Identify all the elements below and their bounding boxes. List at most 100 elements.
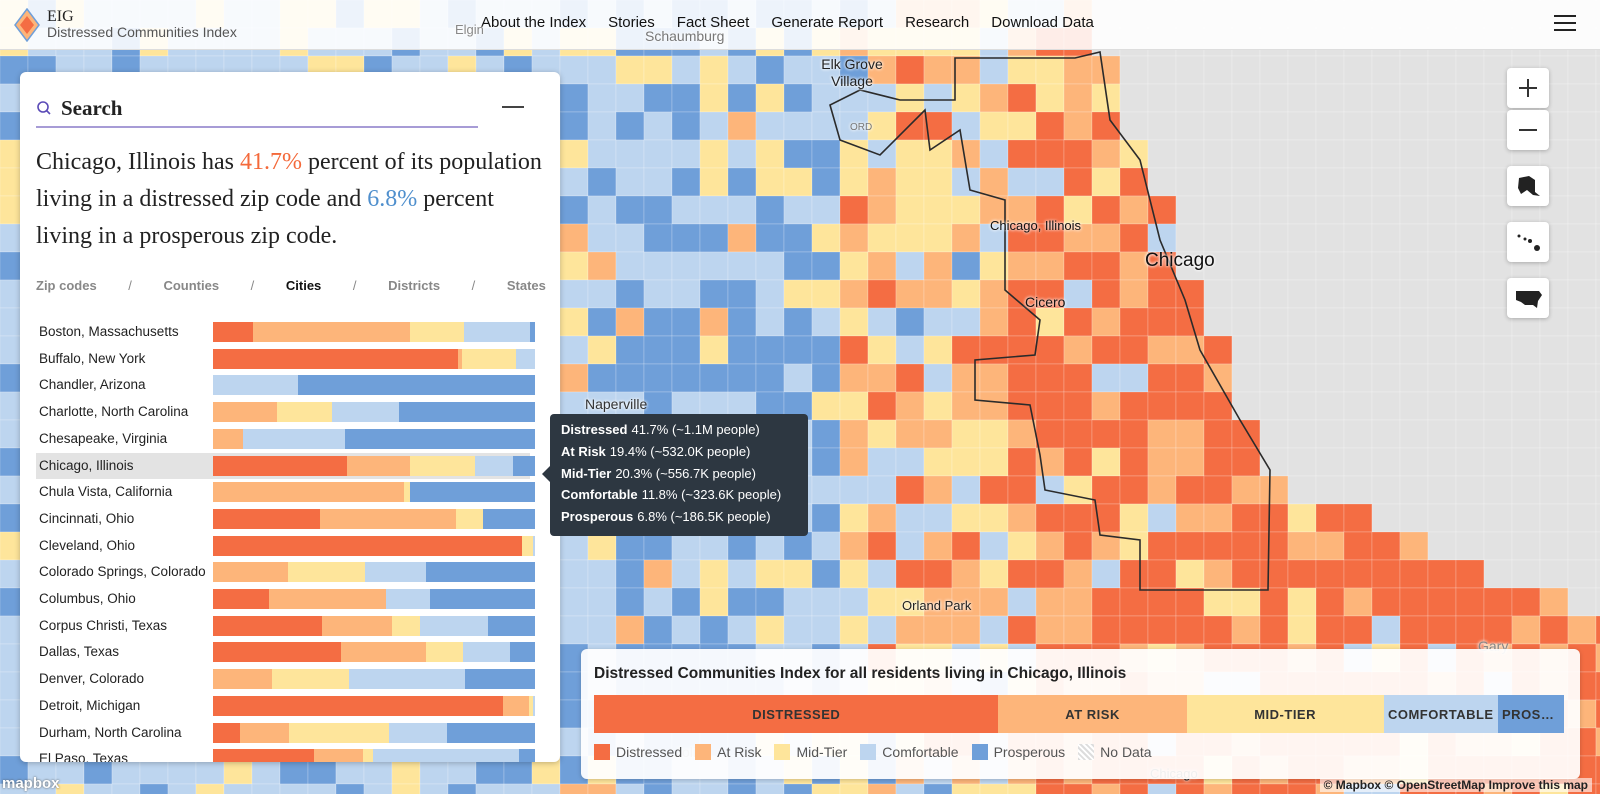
city-row[interactable]: Boston, Massachusetts [36,319,535,345]
map-area [1231,279,1261,309]
city-row[interactable]: Buffalo, New York [36,346,535,372]
improve-link[interactable]: Improve this map [1488,778,1588,792]
map-area [1091,335,1121,365]
city-row[interactable]: Chesapeake, Virginia [36,426,535,452]
city-row[interactable]: Corpus Christi, Texas [36,613,535,639]
map-area [727,531,757,561]
nav-link[interactable]: About the Index [481,14,587,31]
map-area [223,783,253,794]
map-area [1343,503,1373,533]
bar-segment [528,695,534,716]
mapbox-logo[interactable]: mapbox [2,775,60,792]
nav-link[interactable]: Fact Sheet [676,14,750,31]
city-row[interactable]: Durham, North Carolina [36,720,535,746]
tab[interactable]: Zip codes [36,278,97,293]
city-row[interactable]: Chicago, Illinois [36,452,535,479]
map-area [391,783,421,794]
tab[interactable]: Cities [285,278,322,293]
city-row[interactable]: Detroit, Michigan [36,693,535,719]
city-row[interactable]: Columbus, Ohio [36,586,535,612]
nav-link[interactable]: Stories [608,14,655,31]
map-area [1063,531,1093,561]
map-area [895,139,925,169]
city-row[interactable]: Denver, Colorado [36,666,535,692]
map-area [1063,223,1093,253]
legend-item: At Risk [695,744,761,760]
tab[interactable]: Districts [388,278,441,293]
search-box[interactable] [36,98,536,130]
tab[interactable]: Counties [163,278,220,293]
map-area [1203,531,1233,561]
map-area [643,363,673,393]
map-area [1007,335,1037,365]
city-row[interactable]: El Paso, Texas [36,746,535,762]
map-area [1119,111,1149,141]
map-area [839,419,869,449]
map-area [643,195,673,225]
logo[interactable]: EIG [47,8,74,25]
tooltip-label: Comfortable [561,487,638,503]
map-area [923,503,953,533]
nav-link[interactable]: Generate Report [771,14,884,31]
hawaii-button[interactable] [1507,222,1549,262]
headline-text: Chicago, Illinois has [36,149,240,175]
map-area [867,587,897,617]
map-area [1399,559,1429,589]
map-area [867,111,897,141]
bar-segment [213,669,273,690]
logo-subtitle: Distressed Communities Index [47,24,237,40]
map-area [615,167,645,197]
tooltip-value: 20.3% (~556.7K people) [615,465,756,481]
city-row[interactable]: Charlotte, North Carolina [36,399,535,425]
map-area [923,251,953,281]
map-area [699,783,729,794]
map-area [811,335,841,365]
alaska-button[interactable] [1507,166,1549,206]
map-area [1371,307,1401,337]
map-area [699,615,729,645]
map-area [1315,503,1345,533]
search-input[interactable]: Search [61,96,123,120]
map-area [1119,335,1149,365]
map-area [1007,559,1037,589]
city-row[interactable]: Cleveland, Ohio [36,533,535,559]
zoom-in[interactable] [1507,68,1549,108]
map-area [615,83,645,113]
city-row[interactable]: Dallas, Texas [36,639,535,665]
city-row[interactable]: Chandler, Arizona [36,372,535,398]
map-area [559,83,589,113]
nav-link[interactable]: Download Data [991,14,1094,31]
map-area [1203,307,1233,337]
us-button[interactable] [1507,278,1549,318]
map-area [867,615,897,645]
map-area [699,279,729,309]
city-row[interactable]: Cincinnati, Ohio [36,506,535,532]
map-area [643,139,673,169]
map-area [923,615,953,645]
zoom-out[interactable] [1507,110,1549,150]
bar-segment [252,322,411,342]
map-area [1595,111,1600,141]
map-area [755,139,785,169]
map-area [615,279,645,309]
tab[interactable]: States [506,278,546,293]
menu-button[interactable] [1554,14,1578,34]
map-area [1595,643,1600,673]
map-area [1595,727,1600,757]
map-area [1147,587,1177,617]
map-area [1399,279,1429,309]
map-area [1287,587,1317,617]
map-area [671,251,701,281]
map-area [1343,447,1373,477]
map-area [1175,55,1205,85]
city-row[interactable]: Colorado Springs, Colorado [36,559,535,585]
map-area [895,587,925,617]
stacked-bar [213,642,535,663]
nav-link[interactable]: Research [905,14,970,31]
city-row[interactable]: Chula Vista, California [36,479,535,505]
map-area [1091,307,1121,337]
map-area [1007,475,1037,505]
map-label: Schaumburg [645,28,725,44]
map-area [839,279,869,309]
map-area [867,783,897,794]
